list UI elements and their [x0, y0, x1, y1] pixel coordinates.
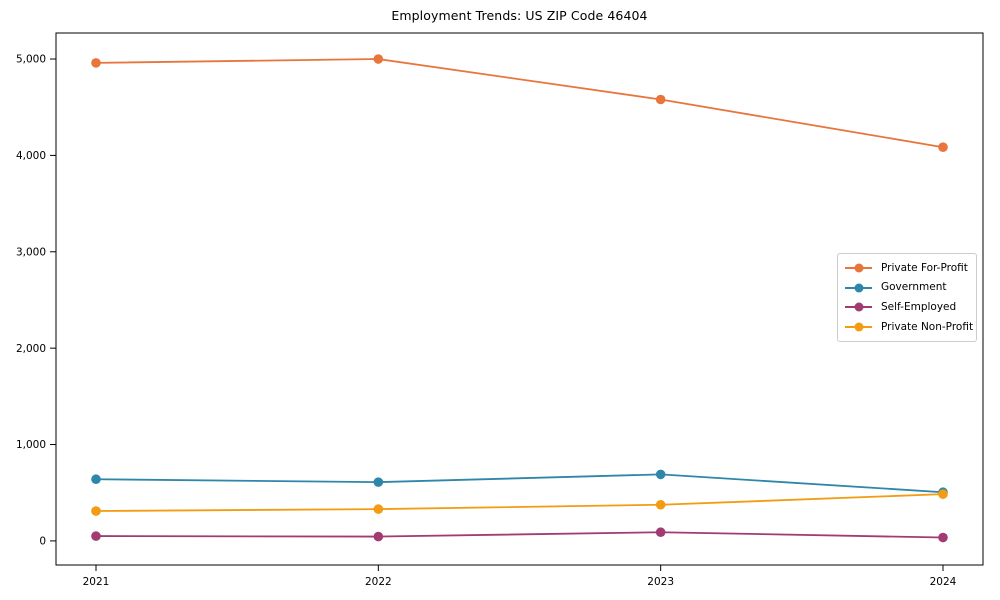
- x-tick-label: 2023: [647, 576, 674, 588]
- data-point-private-non-profit-2021: [91, 506, 101, 516]
- legend-label: Self-Employed: [881, 301, 957, 314]
- data-point-government-2023: [655, 469, 666, 480]
- data-point-government-2021: [91, 474, 101, 485]
- y-tick-label: 1,000: [16, 439, 46, 451]
- data-point-private-non-profit-2022: [373, 504, 384, 514]
- series-line-private-for-profit: [95, 58, 944, 149]
- data-point-self-employed-2022: [373, 531, 384, 542]
- data-point-private-for-profit-2024: [938, 142, 948, 153]
- data-point-private-for-profit-2022: [373, 54, 384, 64]
- y-tick-label: 5,000: [16, 54, 46, 66]
- data-point-self-employed-2021: [91, 531, 101, 541]
- legend-item-government: Government: [845, 282, 969, 293]
- series-line-government: [95, 473, 944, 494]
- data-point-self-employed-2023: [655, 527, 666, 538]
- x-tick-label: 2021: [83, 576, 110, 588]
- data-point-private-non-profit-2024: [938, 489, 948, 499]
- legend-line-marker-icon: [845, 262, 872, 273]
- legend-label: Private For-Profit: [881, 261, 968, 274]
- series-line-self-employed: [95, 531, 944, 539]
- x-tick-label: 2024: [930, 576, 957, 588]
- y-tick-label: 0: [39, 536, 46, 548]
- data-point-self-employed-2024: [938, 532, 948, 543]
- data-point-private-for-profit-2021: [91, 58, 101, 68]
- chart-title: Employment Trends: US ZIP Code 46404: [391, 8, 648, 23]
- legend-line-marker-icon: [845, 282, 872, 293]
- y-tick-label: 3,000: [16, 246, 46, 258]
- chart-legend: Private For-Profit Government Self-Emplo…: [837, 253, 977, 342]
- y-tick-label: 4,000: [16, 150, 46, 162]
- data-point-government-2022: [373, 477, 384, 487]
- legend-line-marker-icon: [845, 322, 872, 333]
- legend-label: Private Non-Profit: [881, 320, 974, 333]
- y-tick-label: 2,000: [16, 343, 46, 355]
- legend-item-private-for-profit: Private For-Profit: [845, 262, 969, 273]
- legend-item-private-non-profit: Private Non-Profit: [845, 322, 973, 333]
- x-tick-label: 2022: [365, 576, 392, 588]
- plot-frame: [55, 32, 984, 566]
- series-line-private-non-profit: [95, 493, 944, 512]
- data-point-private-non-profit-2023: [655, 499, 666, 510]
- legend-item-self-employed: Self-Employed: [845, 302, 969, 313]
- legend-line-marker-icon: [845, 302, 872, 313]
- data-point-private-for-profit-2023: [655, 94, 666, 105]
- legend-label: Government: [881, 281, 947, 294]
